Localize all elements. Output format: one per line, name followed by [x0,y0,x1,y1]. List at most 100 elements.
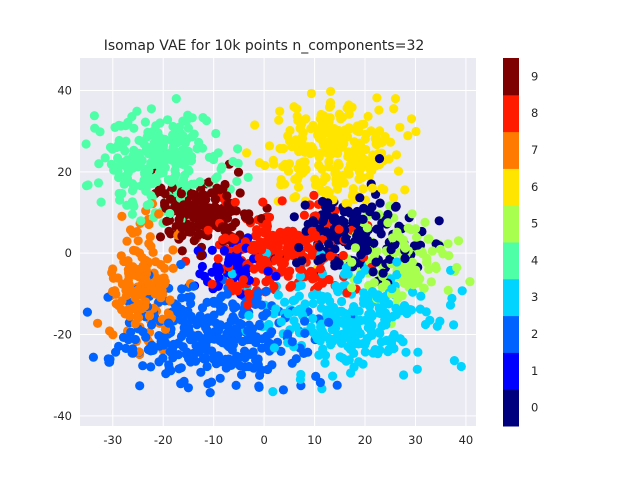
scatter-point [285,125,295,136]
scatter-point [223,199,233,209]
scatter-point [390,94,401,104]
scatter-point [364,157,374,167]
scatter-point [392,270,402,280]
scatter-point [203,225,213,235]
scatter-point [292,258,302,268]
colorbar-tick-label: 5 [531,217,538,231]
colorbar-tick-label: 7 [531,143,538,157]
scatter-point [339,178,349,188]
scatter-point [338,112,348,122]
scatter-point [403,223,413,233]
scatter-point [453,236,464,246]
scatter-point [124,268,134,278]
scatter-point [182,292,193,302]
scatter-point [128,303,138,313]
scatter-point [151,257,161,267]
scatter-point [438,249,448,259]
scatter-point [196,367,206,377]
colorbar-segment [503,352,519,390]
scatter-point [174,122,184,132]
x-tick-label: 0 [260,433,267,447]
scatter-point [186,189,196,199]
scatter-point [160,134,170,144]
scatter-point [331,232,341,242]
scatter-point [364,309,374,319]
scatter-point [132,312,142,322]
scatter-point [332,307,342,317]
scatter-point [126,327,136,337]
scatter-point [215,320,225,330]
scatter-point [182,156,192,166]
scatter-point [320,140,330,150]
scatter-point [162,216,172,226]
scatter-point [358,184,368,194]
scatter-point [269,281,279,292]
scatter-point [449,356,459,366]
scatter-point [236,319,247,329]
scatter-point [168,245,178,255]
scatter-point [387,284,397,294]
colorbar-segment [503,242,519,280]
scatter-point [120,146,130,156]
scatter-point [269,343,279,353]
scatter-point [202,361,212,372]
scatter-point [267,327,277,337]
scatter-point [351,218,361,228]
scatter-point [153,128,163,138]
scatter-point [262,219,272,229]
scatter-point [408,276,419,287]
scatter-point [144,219,154,230]
scatter-point [327,325,337,335]
scatter-point [160,200,170,210]
scatter-point [338,353,348,363]
scatter-point [166,194,176,204]
scatter-point [316,303,326,313]
scatter-point [209,154,219,165]
scatter-point [155,341,165,351]
scatter-point [244,215,254,225]
scatter-point [341,198,351,208]
scatter-point [183,123,193,133]
scatter-point [130,334,140,345]
scatter-point [344,149,355,159]
scatter-point [268,230,278,240]
scatter-point [413,240,423,250]
scatter-point [165,208,175,219]
scatter-point [163,115,173,125]
scatter-point [161,369,171,379]
scatter-point [300,328,310,338]
scatter-point [164,226,174,236]
scatter-point [400,253,410,264]
scatter-point [389,343,399,354]
scatter-point [287,280,297,291]
scatter-point [280,297,290,307]
scatter-point [288,296,298,306]
scatter-point [417,249,428,259]
scatter-point [106,159,116,169]
scatter-point [276,175,286,185]
scatter-point [294,242,304,253]
scatter-point [300,316,310,326]
scatter-point [159,278,169,289]
x-tick-label: 40 [459,433,474,447]
scatter-point [378,268,388,278]
scatter-point [186,311,196,321]
scatter-point [195,229,205,239]
scatter-point [217,162,227,172]
scatter-point [408,287,418,297]
scatter-point [271,255,281,265]
scatter-point [145,199,155,209]
scatter-point [165,347,175,357]
scatter-point [136,216,146,226]
scatter-point [235,188,245,198]
scatter-point [398,337,408,347]
colorbar-segment [503,58,519,96]
x-axis: -30 -20 -10 0 10 20 30 40 [103,433,473,447]
scatter-point [354,138,364,148]
scatter-point [189,236,199,246]
scatter-point [278,228,288,238]
scatter-point [422,258,432,268]
scatter-point [283,309,293,319]
scatter-point [307,226,317,236]
